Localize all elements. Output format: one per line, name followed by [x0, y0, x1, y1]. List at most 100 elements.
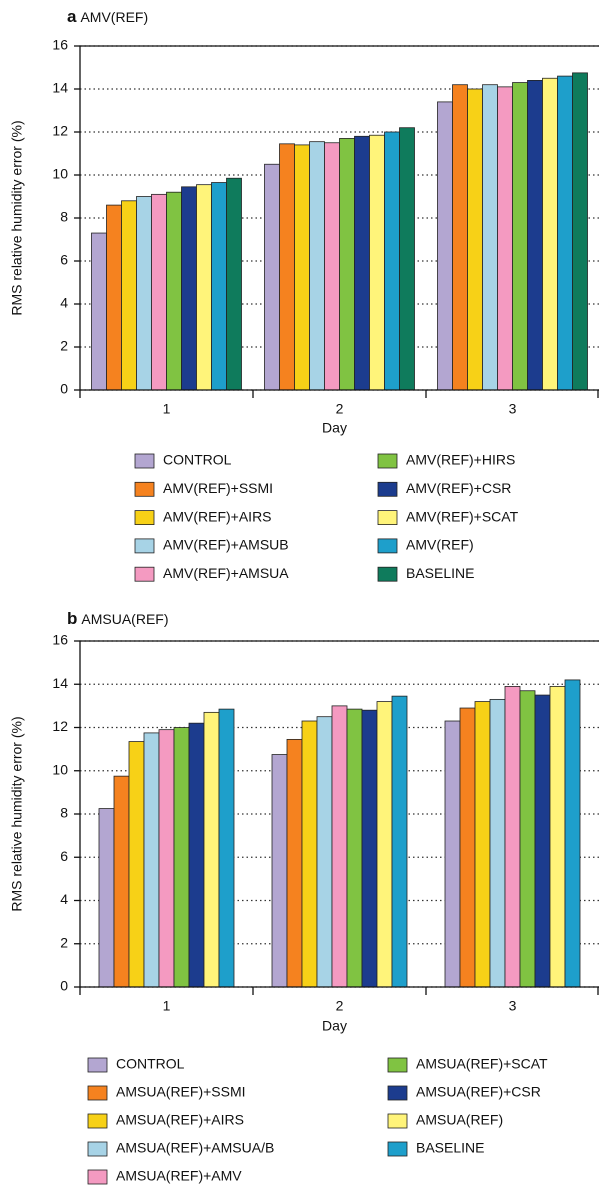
x-axis-label: Day — [322, 1018, 347, 1034]
bar — [271, 754, 288, 988]
y-axis-label: RMS relative humidity error (%) — [9, 716, 25, 911]
y-tick-label: 6 — [60, 848, 68, 864]
bar — [452, 84, 468, 391]
legend-label: AMSUA(REF)+SCAT — [416, 1056, 548, 1072]
y-tick-label: 4 — [60, 891, 68, 907]
panel-label: b — [67, 609, 77, 628]
x-tick-label: 2 — [336, 401, 344, 417]
y-tick-label: 12 — [52, 718, 68, 734]
bar — [572, 72, 588, 391]
y-tick-label: 16 — [52, 632, 68, 648]
x-tick-label: 1 — [163, 998, 171, 1014]
legend-swatch — [87, 1169, 108, 1185]
y-tick-label: 14 — [52, 80, 68, 96]
legend-swatch — [387, 1057, 408, 1073]
legend-swatch — [377, 453, 398, 469]
x-axis-label: Day — [322, 420, 347, 436]
bar — [151, 193, 167, 391]
legend-label: BASELINE — [416, 1140, 484, 1156]
bar — [309, 141, 325, 391]
bar — [173, 727, 190, 988]
bar — [316, 716, 333, 988]
bar — [489, 698, 506, 988]
plot-frame — [79, 45, 599, 391]
x-tick-label: 1 — [163, 401, 171, 417]
legend-swatch — [87, 1141, 108, 1157]
bar — [391, 695, 408, 988]
y-tick-label: 16 — [52, 37, 68, 53]
y-tick-label: 4 — [60, 295, 68, 311]
legend-swatch — [87, 1057, 108, 1073]
bar — [399, 127, 415, 391]
bar — [519, 690, 536, 988]
bar — [459, 707, 476, 988]
bar — [211, 182, 227, 391]
y-tick-label: 6 — [60, 252, 68, 268]
bar — [113, 775, 130, 988]
legend-label: AMSUA(REF)+AMV — [116, 1168, 242, 1184]
bar — [136, 196, 152, 391]
legend-swatch — [387, 1141, 408, 1157]
legend-label: AMSUA(REF) — [416, 1112, 503, 1128]
panel-title: a AMV(REF) — [67, 7, 148, 26]
y-tick-label: 10 — [52, 761, 68, 777]
bar — [181, 186, 197, 391]
legend-label: AMV(REF)+AIRS — [163, 508, 272, 524]
bar — [98, 808, 115, 988]
bar — [143, 732, 160, 988]
legend-swatch — [377, 538, 398, 554]
legend-swatch — [387, 1085, 408, 1101]
bar — [564, 679, 581, 988]
plot-frame — [79, 640, 599, 988]
legend-swatch — [134, 481, 155, 497]
bar — [279, 143, 295, 391]
legend-label: AMSUA(REF)+SSMI — [116, 1084, 246, 1100]
bar — [106, 204, 122, 391]
legend-swatch — [87, 1113, 108, 1129]
legend-label: AMV(REF)+SSMI — [163, 480, 273, 496]
bar — [121, 200, 137, 391]
legend-swatch — [377, 481, 398, 497]
legend-swatch — [377, 510, 398, 526]
legend-label: AMV(REF)+HIRS — [406, 452, 515, 468]
title-text: AMV(REF) — [80, 9, 148, 25]
legend-label: AMV(REF)+SCAT — [406, 508, 519, 524]
bar — [196, 184, 212, 391]
y-tick-label: 10 — [52, 166, 68, 182]
bar — [166, 191, 182, 391]
panel-label: a — [67, 7, 77, 26]
y-tick-label: 0 — [60, 978, 68, 994]
bar — [331, 705, 348, 988]
bar — [542, 77, 558, 391]
legend-label: AMV(REF)+AMSUA — [163, 565, 289, 581]
bar — [128, 741, 145, 988]
bar — [437, 101, 453, 391]
bar — [482, 84, 498, 391]
x-tick-label: 2 — [336, 998, 344, 1014]
legend-label: CONTROL — [163, 452, 232, 468]
legend-label: AMV(REF)+CSR — [406, 480, 511, 496]
title-text: AMSUA(REF) — [81, 611, 168, 627]
bar — [158, 729, 175, 988]
bar — [512, 82, 528, 391]
y-tick-label: 8 — [60, 209, 68, 225]
legend-label: AMV(REF)+AMSUB — [163, 537, 289, 553]
legend-swatch — [134, 453, 155, 469]
bar — [294, 144, 310, 391]
y-tick-label: 2 — [60, 338, 68, 354]
legend-label: AMV(REF) — [406, 537, 474, 553]
y-tick-label: 0 — [60, 381, 68, 397]
y-tick-label: 12 — [52, 123, 68, 139]
legend-label: AMSUA(REF)+AMSUA/B — [116, 1140, 274, 1156]
bar — [384, 131, 400, 391]
x-tick-label: 3 — [509, 401, 517, 417]
legend-swatch — [377, 566, 398, 582]
y-tick-label: 2 — [60, 934, 68, 950]
y-tick-label: 14 — [52, 675, 68, 691]
bar — [467, 88, 483, 391]
bar — [346, 708, 363, 988]
legend-swatch — [87, 1085, 108, 1101]
bar — [286, 738, 303, 988]
bar — [354, 135, 370, 391]
